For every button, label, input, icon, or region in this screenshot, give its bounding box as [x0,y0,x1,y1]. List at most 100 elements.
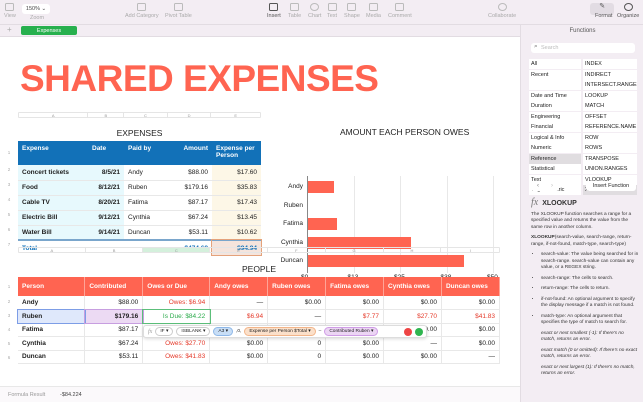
bar[interactable] [308,181,334,193]
cell[interactable]: $0.00 [383,350,442,364]
col-c[interactable]: C [143,248,211,253]
cell[interactable]: — [209,296,269,310]
add-sheet-button[interactable]: + [7,25,12,34]
col-e[interactable]: E [234,113,238,118]
cell[interactable]: $0.00 [325,296,385,310]
cell[interactable]: $88.00 [168,165,212,181]
forward-icon[interactable]: › [551,183,553,189]
category-item[interactable]: All [529,59,581,69]
cell[interactable]: — [441,350,501,364]
add-category-button[interactable]: Add Category [125,3,159,19]
header-cell[interactable]: Amount [168,141,212,165]
media-button[interactable]: Media [366,3,381,19]
cell[interactable]: 9/12/21 [88,210,124,226]
bar[interactable] [308,218,337,230]
cell[interactable]: 8/12/21 [88,180,124,196]
cell[interactable]: $87.17 [168,195,212,211]
cell[interactable]: $0.00 [441,296,501,310]
header-cell[interactable]: Andy owes [209,277,269,296]
chart-button[interactable]: Chart [308,3,321,19]
cell-ref-contributed[interactable]: $179.16 [83,308,144,324]
cell[interactable]: $0.00 [441,323,501,337]
col-e[interactable]: E [210,248,268,253]
col-b[interactable]: B [86,248,144,253]
function-item[interactable]: ROWS [583,143,637,153]
cell[interactable]: $6.94 [209,309,269,324]
category-item[interactable]: Logical & Info [529,132,581,143]
cell[interactable]: $17.60 [212,165,261,181]
cell[interactable]: $53.11 [168,225,212,241]
organize-button[interactable]: Organize [617,3,639,19]
cell[interactable]: $13.45 [212,210,261,226]
cell[interactable]: $53.11 [84,350,144,364]
col-d[interactable]: D [168,113,212,118]
cell[interactable]: Owes: $6.94 [142,296,211,310]
col-g[interactable]: G [326,248,384,253]
col-a[interactable]: A [19,113,89,118]
category-item[interactable]: Date and Time [529,90,581,101]
cell[interactable]: $0.00 [209,350,269,364]
category-item[interactable]: Duration [529,101,581,111]
cell[interactable]: Owes: $27.70 [142,336,211,351]
cancel-formula-icon[interactable] [404,327,412,336]
zoom-dropdown[interactable]: 150% ⌄ [22,4,50,14]
cell[interactable]: $179.16 [168,180,212,196]
back-icon[interactable]: ‹ [537,183,539,189]
cell[interactable]: Andy [124,165,168,181]
cell[interactable]: $67.24 [84,336,144,351]
document-title[interactable]: SHARED EXPENSES [20,58,379,99]
cell[interactable]: $41.83 [441,309,501,324]
cell[interactable]: $0.00 [209,336,269,351]
if-function-token[interactable]: IF ▾ [155,327,174,336]
cell[interactable]: $88.00 [84,296,144,310]
cell[interactable]: Food [18,180,88,196]
pivot-table-button[interactable]: Pivot Table [165,3,192,19]
category-item[interactable]: Recent [529,69,581,80]
selected-cell[interactable]: $94.94 [211,239,262,256]
shape-button[interactable]: Shape [344,3,360,19]
col-h[interactable]: H [384,248,442,253]
isblank-function-token[interactable]: ISBLANK ▾ [176,327,211,336]
category-item[interactable]: Financial [529,122,581,132]
bar[interactable] [308,255,464,267]
insert-button[interactable]: Insert [267,3,281,19]
cell[interactable]: $27.70 [383,309,442,324]
col-b[interactable]: B [88,113,125,118]
cell[interactable]: 8/5/21 [88,165,124,181]
collaborate-button[interactable]: Collaborate [488,3,516,19]
function-item[interactable]: OFFSET [583,111,637,122]
cell[interactable]: Fatima [124,195,168,211]
function-item[interactable]: LOOKUP [583,90,637,101]
cell[interactable]: Duncan [124,225,168,241]
bar[interactable] [308,236,412,249]
cell[interactable]: $7.77 [325,309,385,324]
function-item[interactable]: TRANSPOSE [583,153,637,164]
header-cell[interactable]: Duncan owes [441,277,501,296]
function-item[interactable]: UNION.RANGES [583,164,637,174]
function-item[interactable]: REFERENCE.NAME [583,122,637,132]
category-item[interactable]: Engineering [529,111,581,122]
cell[interactable]: Owes: $41.83 [142,350,211,364]
cell[interactable]: Andy [18,296,86,310]
function-item[interactable]: VLOOKUP [583,174,637,185]
cell[interactable]: $67.24 [168,210,212,226]
category-item[interactable]: Text [529,174,581,185]
comment-button[interactable]: Comment [388,3,412,19]
category-item[interactable]: Statistical [529,164,581,174]
cell[interactable]: 8/20/21 [88,195,124,211]
function-item[interactable]: ROW [583,132,637,143]
cell[interactable]: Fatima [18,323,86,337]
header-cell[interactable]: Fatima owes [325,277,385,296]
cell[interactable]: $10.62 [212,225,261,241]
cell[interactable]: Electric Bill [18,210,88,226]
view-button[interactable]: View [4,3,16,19]
function-item[interactable]: INTERSECT.RANGES [583,80,637,90]
header-cell[interactable]: Expense [18,141,88,165]
category-item[interactable]: Numeric [529,143,581,153]
insert-function-button[interactable]: Insert Function [586,181,636,191]
sheet-tab-expenses[interactable]: Expenses [21,26,77,35]
text-button[interactable]: Text [327,3,337,19]
col-i[interactable]: I [469,248,471,253]
cell[interactable]: $0.00 [441,336,501,351]
cell[interactable]: $87.17 [84,323,144,337]
